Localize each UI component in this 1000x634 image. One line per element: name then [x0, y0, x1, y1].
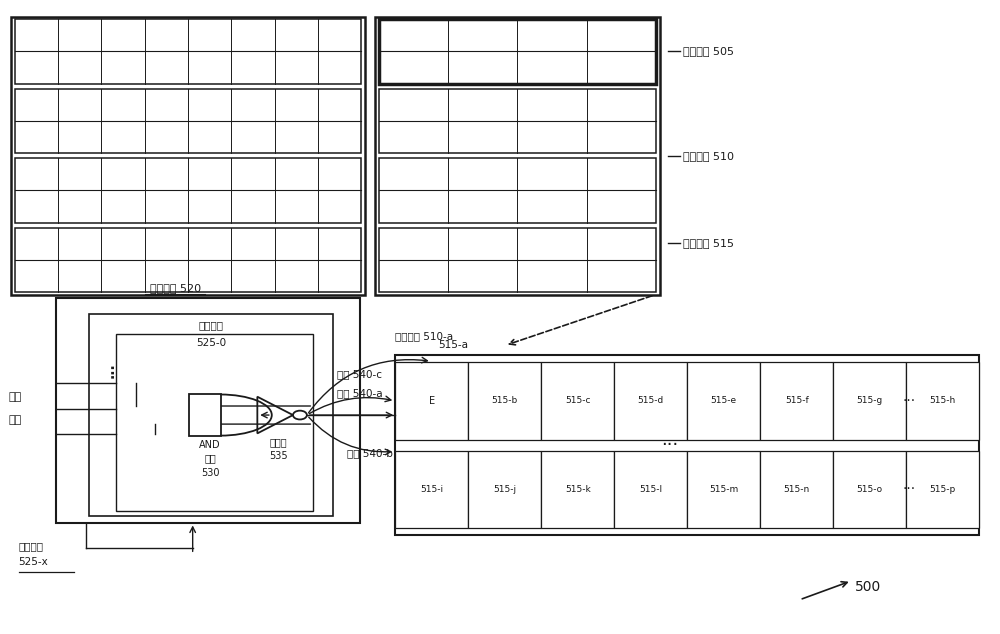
Bar — [379, 158, 656, 223]
Text: 组件: 组件 — [204, 454, 216, 463]
Bar — [760, 451, 833, 528]
Bar — [395, 451, 468, 528]
Bar — [541, 362, 614, 440]
Bar — [379, 19, 656, 84]
Text: ···: ··· — [903, 482, 916, 496]
Text: AND: AND — [199, 440, 221, 450]
Bar — [189, 394, 221, 436]
Bar — [760, 362, 833, 440]
Bar — [833, 451, 906, 528]
Bar — [395, 355, 979, 535]
Text: 门控电路 520: 门控电路 520 — [150, 283, 201, 293]
Text: 传入: 传入 — [9, 392, 22, 403]
Text: 500: 500 — [855, 580, 881, 594]
Text: 515-p: 515-p — [930, 485, 956, 494]
Text: 515-f: 515-f — [785, 396, 809, 405]
Bar — [56, 298, 360, 522]
Text: 逻辑群组 510-a: 逻辑群组 510-a — [395, 331, 453, 341]
Text: 路径 540-a: 路径 540-a — [337, 388, 382, 398]
Bar — [906, 451, 979, 528]
Text: 515-j: 515-j — [493, 485, 516, 494]
Bar — [395, 362, 468, 440]
Text: 逻辑电路: 逻辑电路 — [19, 541, 44, 552]
Bar — [541, 451, 614, 528]
Text: ···: ··· — [107, 363, 121, 378]
Bar — [906, 362, 979, 440]
Bar — [614, 451, 687, 528]
Bar — [833, 362, 906, 440]
Text: 515-n: 515-n — [784, 485, 810, 494]
Bar — [15, 158, 361, 223]
Text: 冠余电路 505: 冠余电路 505 — [683, 46, 734, 56]
Text: 515-a: 515-a — [438, 340, 468, 350]
Text: 地址: 地址 — [9, 415, 22, 425]
Text: ···: ··· — [903, 394, 916, 408]
Text: 525-x: 525-x — [19, 557, 48, 567]
Text: 逻辑电路: 逻辑电路 — [198, 320, 223, 330]
Text: 515-k: 515-k — [565, 485, 591, 494]
Bar — [614, 362, 687, 440]
Bar — [116, 334, 313, 511]
Bar — [379, 228, 656, 292]
Text: 反相器: 反相器 — [269, 437, 287, 447]
Text: 515-m: 515-m — [709, 485, 738, 494]
Text: 维修电路 515: 维修电路 515 — [683, 238, 734, 248]
Text: 515-l: 515-l — [639, 485, 662, 494]
Text: 515-b: 515-b — [492, 396, 518, 405]
Bar — [468, 362, 541, 440]
Text: E: E — [429, 396, 435, 406]
Text: 路径 540-b: 路径 540-b — [347, 448, 393, 458]
Text: 515-e: 515-e — [711, 396, 737, 405]
Text: 515-o: 515-o — [857, 485, 883, 494]
Bar — [687, 362, 760, 440]
Bar — [11, 16, 365, 295]
Text: 530: 530 — [201, 467, 219, 477]
Text: 535: 535 — [269, 451, 288, 461]
Text: 515-c: 515-c — [565, 396, 590, 405]
Bar — [15, 89, 361, 153]
Bar — [687, 451, 760, 528]
Text: 逻辑群组 510: 逻辑群组 510 — [683, 151, 734, 160]
Text: 525-0: 525-0 — [196, 338, 226, 348]
Bar — [15, 19, 361, 84]
Bar — [379, 89, 656, 153]
Bar — [375, 16, 660, 295]
Text: ···: ··· — [661, 436, 678, 454]
Text: 515-g: 515-g — [857, 396, 883, 405]
Text: 515-d: 515-d — [638, 396, 664, 405]
Bar — [468, 451, 541, 528]
Bar — [15, 228, 361, 292]
Text: 515-h: 515-h — [930, 396, 956, 405]
Bar — [89, 314, 333, 516]
Text: 路径 540-c: 路径 540-c — [337, 369, 382, 379]
Text: 515-i: 515-i — [420, 485, 443, 494]
